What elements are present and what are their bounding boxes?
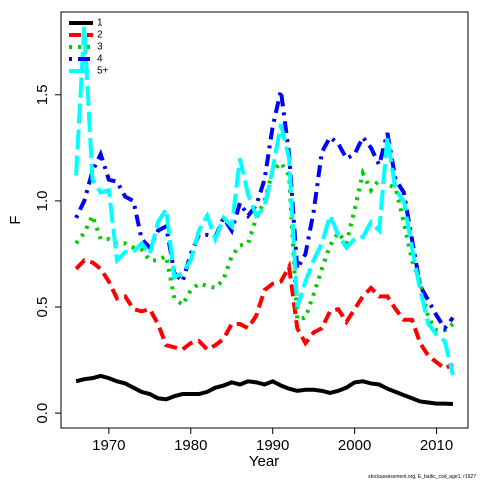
- x-tick-label: 1980: [174, 437, 207, 454]
- y-tick-label: 1.5: [34, 84, 51, 105]
- x-tick-label: 2000: [338, 437, 371, 454]
- x-axis-label: Year: [249, 453, 279, 470]
- legend-label: 1: [97, 18, 103, 29]
- legend-label: 5+: [97, 66, 109, 77]
- y-tick-label: 0.5: [34, 297, 51, 318]
- y-tick-label: 1.0: [34, 190, 51, 211]
- series-line: [74, 26, 455, 376]
- series-line: [74, 258, 454, 371]
- series-line: [74, 90, 455, 332]
- x-tick-label: 1970: [92, 437, 125, 454]
- legend-label: 3: [97, 42, 103, 53]
- series-line: [74, 159, 455, 333]
- x-tick-label: 2010: [420, 437, 453, 454]
- x-tick-label: 1990: [256, 437, 289, 454]
- footnote: stockassessment.org, E_baltic_cod_age1, …: [368, 474, 476, 480]
- y-axis-label: F: [7, 215, 24, 224]
- y-tick-label: 0.0: [34, 403, 51, 424]
- plot-frame: [60, 11, 469, 429]
- legend-label: 2: [97, 30, 103, 41]
- legend-label: 4: [97, 54, 103, 65]
- series-line: [75, 373, 454, 407]
